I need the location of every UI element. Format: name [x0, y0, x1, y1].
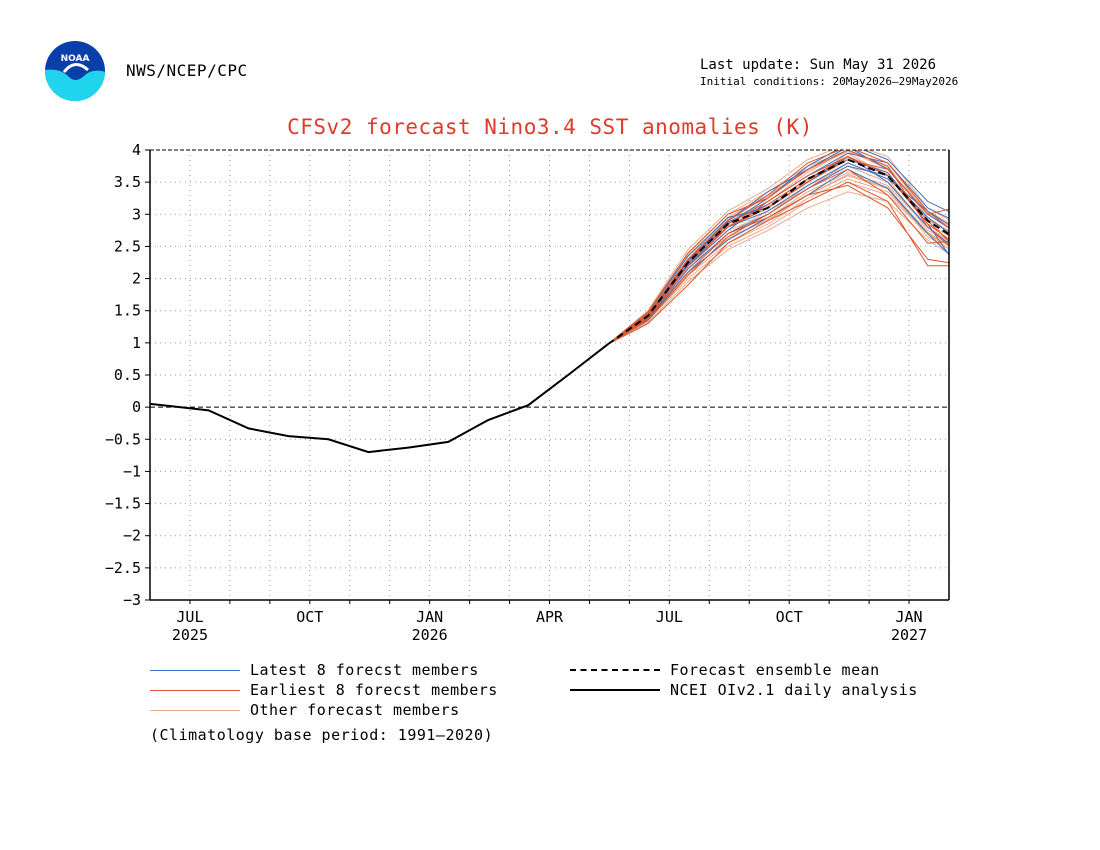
last-update: Last update: Sun May 31 2026: [700, 57, 937, 73]
series-earliest-member: [607, 168, 949, 345]
agency-label: NWS/NCEP/CPC: [126, 61, 248, 80]
x-tick-label: JAN: [416, 608, 443, 626]
x-tick-label: JUL: [656, 608, 683, 626]
legend-swatch-latest: [150, 670, 240, 671]
legend-swatch-analysis: [570, 689, 660, 691]
series-earliest-member: [607, 155, 949, 345]
y-tick-label: 2: [132, 270, 141, 288]
y-tick-label: 3.5: [114, 173, 141, 191]
climatology-note: (Climatology base period: 1991—2020): [150, 726, 494, 744]
x-tick-label: APR: [536, 608, 564, 626]
legend-swatch-mean: [570, 669, 660, 671]
series-earliest-member: [607, 181, 949, 345]
legend-label-mean: Forecast ensemble mean: [670, 661, 880, 679]
y-tick-label: −2: [123, 527, 141, 545]
y-tick-label: 3: [132, 205, 141, 223]
legend-label-latest: Latest 8 forecst members: [250, 661, 479, 679]
series-ensemble-mean: [607, 158, 949, 345]
x-tick-year-label: 2026: [412, 626, 448, 644]
initial-conditions: Initial conditions: 20May2026—29May2026: [700, 75, 959, 88]
x-tick-label: JUL: [176, 608, 203, 626]
x-tick-label: OCT: [776, 608, 803, 626]
series-earliest-member: [607, 159, 949, 345]
y-tick-label: −0.5: [105, 430, 141, 448]
y-tick-label: −1.5: [105, 495, 141, 513]
legend-swatch-other: [150, 710, 240, 711]
y-tick-label: 4: [132, 141, 141, 159]
y-tick-label: 1: [132, 334, 141, 352]
x-tick-year-label: 2027: [891, 626, 927, 644]
y-tick-label: 2.5: [114, 237, 141, 255]
legend-label-analysis: NCEI OIv2.1 daily analysis: [670, 681, 918, 699]
x-tick-label: OCT: [296, 608, 323, 626]
y-tick-label: −1: [123, 462, 141, 480]
noaa-logo-text: NOAA: [61, 54, 90, 64]
chart-title: CFSv2 forecast Nino3.4 SST anomalies (K): [287, 115, 813, 139]
series-other-member: [607, 181, 949, 345]
y-tick-label: 0.5: [114, 366, 141, 384]
series-earliest-member: [607, 150, 949, 345]
legend-label-other: Other forecast members: [250, 701, 460, 719]
series-other-member: [607, 191, 949, 345]
series-analysis: [150, 343, 609, 454]
series-other-member: [607, 150, 949, 345]
y-tick-label: 1.5: [114, 302, 141, 320]
x-tick-year-label: 2025: [172, 626, 208, 644]
x-tick-label: JAN: [896, 608, 923, 626]
legend-swatch-earliest: [150, 690, 240, 691]
y-tick-label: −2.5: [105, 559, 141, 577]
noaa-logo: NOAA: [45, 41, 105, 101]
y-tick-label: −3: [123, 591, 141, 609]
y-tick-label: 0: [132, 398, 141, 416]
legend-label-earliest: Earliest 8 forecst members: [250, 681, 498, 699]
